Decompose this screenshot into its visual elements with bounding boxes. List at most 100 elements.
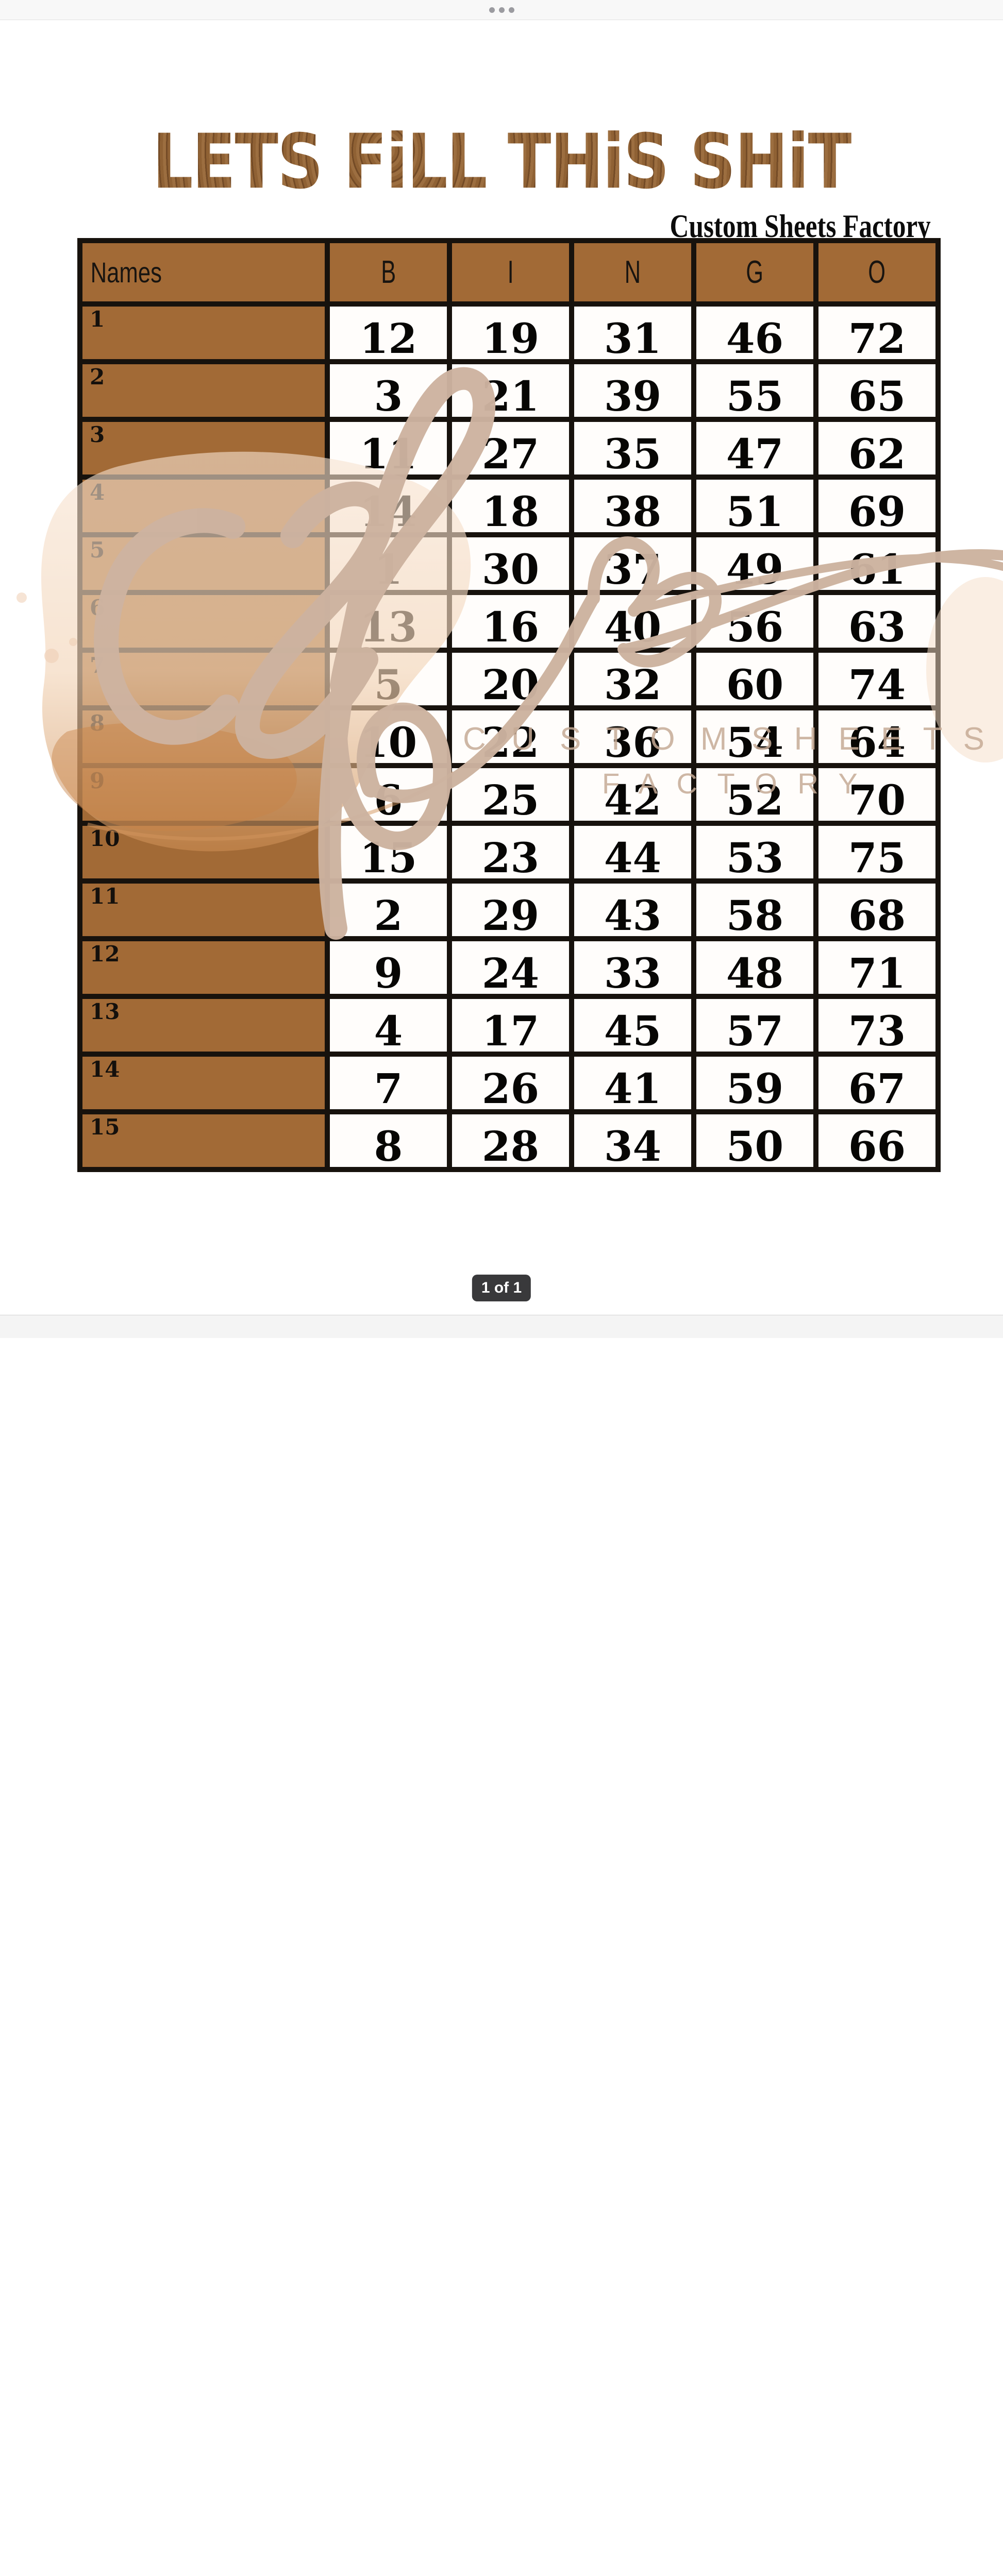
preview-top-bar xyxy=(0,0,1003,20)
table-row: 14 7 26 41 59 67 xyxy=(77,1052,941,1114)
table-row: 4 14 18 38 51 69 xyxy=(77,474,941,537)
table-row: 9 6 25 42 52 70 xyxy=(77,763,941,826)
bingo-number-cell-g7: 60 xyxy=(691,648,818,710)
table-row: 6 13 16 40 56 63 xyxy=(77,590,941,653)
player-name-cell: 2 xyxy=(77,359,330,422)
window-handle-dots-icon[interactable] xyxy=(489,7,514,13)
player-name-cell: 12 xyxy=(77,936,330,999)
bingo-number-cell-i13: 17 xyxy=(447,994,574,1057)
bingo-number-cell-b4: 14 xyxy=(325,474,452,537)
table-row: 11 2 29 43 58 68 xyxy=(77,878,941,941)
bingo-number-cell-n2: 39 xyxy=(569,359,696,422)
bingo-number-cell-o4: 69 xyxy=(813,474,941,537)
bingo-number-cell-b9: 6 xyxy=(325,763,452,826)
bingo-number-cell-b11: 2 xyxy=(325,878,452,941)
player-name-cell: 6 xyxy=(77,590,330,653)
dot-icon xyxy=(489,7,495,13)
player-name-cell: 14 xyxy=(77,1052,330,1114)
bingo-number-cell-i9: 25 xyxy=(447,763,574,826)
table-row: 15 8 28 34 50 66 xyxy=(77,1109,941,1172)
player-name-cell: 1 xyxy=(77,301,330,364)
bottom-bar xyxy=(0,1315,1003,1338)
bingo-number-cell-n3: 35 xyxy=(569,417,696,480)
bingo-number-cell-b10: 15 xyxy=(325,821,452,884)
watercolor-speck xyxy=(44,649,59,663)
bingo-number-cell-g15: 50 xyxy=(691,1109,818,1172)
row-number-label: 4 xyxy=(90,480,105,505)
brand-name: Custom Sheets Factory xyxy=(670,208,931,244)
bingo-number-cell-n11: 43 xyxy=(569,878,696,941)
table-row: 3 11 27 35 47 62 xyxy=(77,417,941,480)
player-name-cell: 7 xyxy=(77,648,330,710)
player-name-cell: 8 xyxy=(77,705,330,768)
bingo-number-cell-g10: 53 xyxy=(691,821,818,884)
bingo-number-cell-b1: 12 xyxy=(325,301,452,364)
bingo-number-cell-n8: 36 xyxy=(569,705,696,768)
bingo-number-cell-o14: 67 xyxy=(813,1052,941,1114)
bingo-number-cell-n15: 34 xyxy=(569,1109,696,1172)
player-name-cell: 13 xyxy=(77,994,330,1057)
bingo-number-cell-g4: 51 xyxy=(691,474,818,537)
bingo-number-cell-b15: 8 xyxy=(325,1109,452,1172)
column-header-n: N xyxy=(569,238,696,307)
bingo-number-cell-i10: 23 xyxy=(447,821,574,884)
names-column-header: Names xyxy=(77,238,330,307)
bingo-number-cell-n10: 44 xyxy=(569,821,696,884)
bingo-number-cell-o10: 75 xyxy=(813,821,941,884)
row-number-label: 2 xyxy=(90,364,105,389)
table-row: 8 10 22 36 54 64 xyxy=(77,705,941,768)
bingo-number-cell-o5: 61 xyxy=(813,532,941,595)
player-name-cell: 3 xyxy=(77,417,330,480)
bingo-number-cell-i14: 26 xyxy=(447,1052,574,1114)
row-number-label: 13 xyxy=(90,999,120,1024)
row-number-label: 12 xyxy=(90,941,120,967)
bingo-number-cell-i4: 18 xyxy=(447,474,574,537)
page-title: LETS FiLL THiS SHiT xyxy=(120,123,883,202)
header-row: Names B I N G O xyxy=(77,238,941,307)
bingo-number-cell-b6: 13 xyxy=(325,590,452,653)
row-number-label: 3 xyxy=(90,422,105,447)
table-row: 10 15 23 44 53 75 xyxy=(77,821,941,884)
bingo-number-cell-g13: 57 xyxy=(691,994,818,1057)
player-name-cell: 15 xyxy=(77,1109,330,1172)
bingo-number-cell-o1: 72 xyxy=(813,301,941,364)
bingo-number-cell-n5: 37 xyxy=(569,532,696,595)
bingo-number-cell-n6: 40 xyxy=(569,590,696,653)
bingo-table: Names B I N G O 1 12 19 31 46 72 2 3 21 39 55 65 3 11… xyxy=(77,238,941,1172)
column-header-i: I xyxy=(447,238,574,307)
bingo-number-cell-n13: 45 xyxy=(569,994,696,1057)
bingo-number-cell-i2: 21 xyxy=(447,359,574,422)
bingo-number-cell-i11: 29 xyxy=(447,878,574,941)
bingo-number-cell-b5: 1 xyxy=(325,532,452,595)
bingo-number-cell-i15: 28 xyxy=(447,1109,574,1172)
player-name-cell: 5 xyxy=(77,532,330,595)
bingo-number-cell-b2: 3 xyxy=(325,359,452,422)
bingo-number-cell-g5: 49 xyxy=(691,532,818,595)
bingo-number-cell-g1: 46 xyxy=(691,301,818,364)
player-name-cell: 10 xyxy=(77,821,330,884)
bingo-number-cell-b12: 9 xyxy=(325,936,452,999)
bingo-number-cell-i1: 19 xyxy=(447,301,574,364)
bingo-number-cell-o15: 66 xyxy=(813,1109,941,1172)
bingo-number-cell-n1: 31 xyxy=(569,301,696,364)
bingo-number-cell-g2: 55 xyxy=(691,359,818,422)
bingo-number-cell-g9: 52 xyxy=(691,763,818,826)
column-header-b: B xyxy=(325,238,452,307)
bingo-number-cell-b7: 5 xyxy=(325,648,452,710)
bingo-number-cell-g11: 58 xyxy=(691,878,818,941)
row-number-label: 10 xyxy=(90,826,120,851)
player-name-cell: 9 xyxy=(77,763,330,826)
bingo-number-cell-g12: 48 xyxy=(691,936,818,999)
row-number-label: 1 xyxy=(90,307,105,332)
bingo-number-cell-b13: 4 xyxy=(325,994,452,1057)
bingo-number-cell-i12: 24 xyxy=(447,936,574,999)
bingo-number-cell-i7: 20 xyxy=(447,648,574,710)
watercolor-speck xyxy=(16,592,27,603)
bingo-number-cell-o8: 64 xyxy=(813,705,941,768)
bingo-number-cell-o2: 65 xyxy=(813,359,941,422)
page-indicator-badge: 1 of 1 xyxy=(472,1275,531,1301)
bingo-number-cell-o13: 73 xyxy=(813,994,941,1057)
bingo-number-cell-o6: 63 xyxy=(813,590,941,653)
watercolor-speck xyxy=(69,638,77,646)
row-number-label: 9 xyxy=(90,768,105,793)
